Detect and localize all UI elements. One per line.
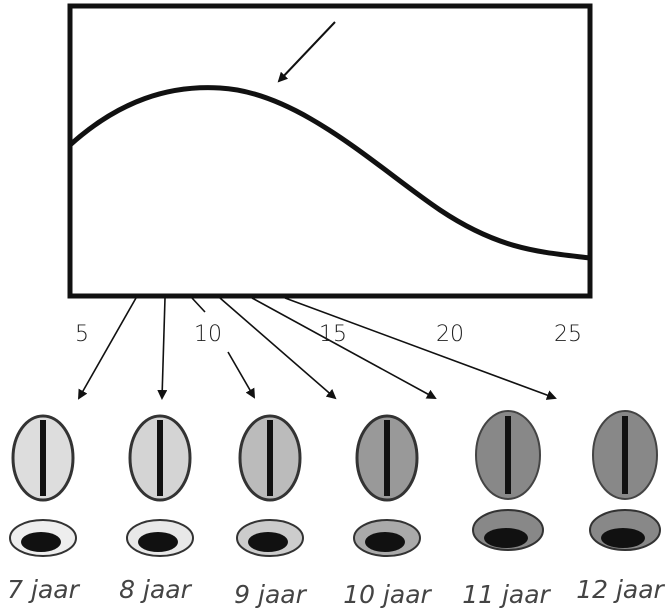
brain [237, 416, 303, 556]
age-label: 9 jaar [234, 580, 307, 609]
page: 5 10 15 20 25 7 jaar [0, 0, 672, 614]
age-label: 11 jaar [462, 580, 551, 609]
brain [127, 416, 193, 556]
axis-label: 25 [554, 322, 582, 347]
age-label: 12 jaar [576, 575, 665, 604]
brain [354, 416, 420, 556]
axis-labels: 5 10 15 20 25 [75, 322, 582, 347]
age-label: 8 jaar [119, 575, 192, 604]
axis-label: 20 [436, 322, 464, 347]
age-label: 7 jaar [7, 575, 80, 604]
axis-label: 15 [319, 322, 347, 347]
curve [70, 88, 590, 258]
age-label: 10 jaar [343, 580, 432, 609]
peak-arrow [279, 22, 335, 81]
axis-label: 10 [194, 322, 222, 347]
age-arrows [79, 298, 555, 398]
brain [590, 411, 660, 550]
brain [10, 416, 76, 556]
age-labels: 7 jaar 8 jaar 9 jaar 10 jaar 11 jaar 12 … [7, 575, 665, 609]
figure: 5 10 15 20 25 7 jaar [0, 0, 672, 614]
brain [473, 411, 543, 550]
brains [10, 411, 660, 556]
tick-stub [192, 298, 205, 312]
plot-frame [70, 6, 590, 296]
axis-label: 5 [75, 322, 89, 347]
